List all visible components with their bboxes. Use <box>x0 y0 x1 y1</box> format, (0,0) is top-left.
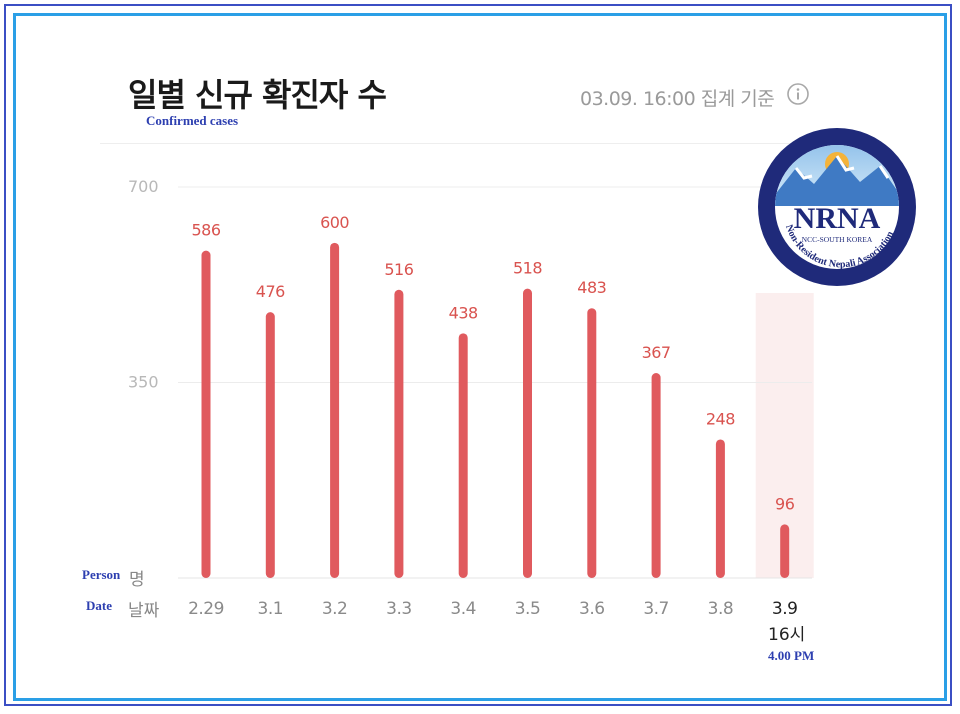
bar <box>523 288 532 578</box>
chart-title: 일별 신규 확진자 수 <box>128 76 387 114</box>
chart-subtitle-english: Confirmed cases <box>146 113 239 128</box>
x-tick-label: 2.29 <box>188 599 224 619</box>
x-tick-label: 3.6 <box>579 599 605 619</box>
data-label: 438 <box>449 303 478 322</box>
inner-frame <box>13 13 947 701</box>
header-divider <box>100 143 810 144</box>
x-tick-label: 3.7 <box>643 599 669 619</box>
y-tick-label: 350 <box>128 373 159 392</box>
x-tick-label: 3.4 <box>450 599 476 619</box>
aggregation-timestamp: 03.09. 16:00 집계 기준 <box>580 88 775 110</box>
data-label: 518 <box>513 259 542 278</box>
info-icon[interactable] <box>787 83 809 105</box>
data-label: 516 <box>384 260 413 279</box>
x-tick-label: 3.5 <box>515 599 541 619</box>
bar <box>715 439 725 578</box>
data-label: 483 <box>577 278 606 297</box>
x-tick-label: 3.8 <box>708 599 734 619</box>
y-tick-label: 700 <box>128 177 159 196</box>
x-tick-label: 3.3 <box>386 599 412 619</box>
bar <box>651 373 661 578</box>
data-label: 96 <box>775 494 795 513</box>
data-label: 367 <box>642 343 671 362</box>
x-tick-label: 3.1 <box>258 599 284 619</box>
time-note: 4.00 PM <box>768 648 815 663</box>
logo-name: NRNA <box>794 202 881 235</box>
unit-label-english: Person <box>82 567 121 582</box>
x-tick-label: 3.2 <box>322 599 348 619</box>
x-tick-label: 3.9 <box>772 599 798 619</box>
nrna-logo: NRNA NCC-SOUTH KOREA Non-Resident Nepali… <box>758 128 916 286</box>
data-label: 248 <box>706 409 735 428</box>
logo-subtitle: NCC-SOUTH KOREA <box>802 235 873 244</box>
bar <box>587 308 597 578</box>
data-label: 586 <box>191 221 220 240</box>
date-label-korean: 날짜 <box>128 601 160 621</box>
bar <box>330 242 340 578</box>
date-label-english: Date <box>86 598 112 613</box>
unit-label-korean: 명 <box>129 570 145 590</box>
bar <box>265 312 275 578</box>
x-tick-sublabel: 16시 <box>768 625 805 645</box>
bar <box>458 333 468 578</box>
outer-frame <box>4 4 952 706</box>
data-label: 600 <box>320 213 349 232</box>
bar <box>201 250 211 579</box>
bar <box>780 524 790 578</box>
data-label: 476 <box>256 282 285 301</box>
bar <box>394 289 404 578</box>
